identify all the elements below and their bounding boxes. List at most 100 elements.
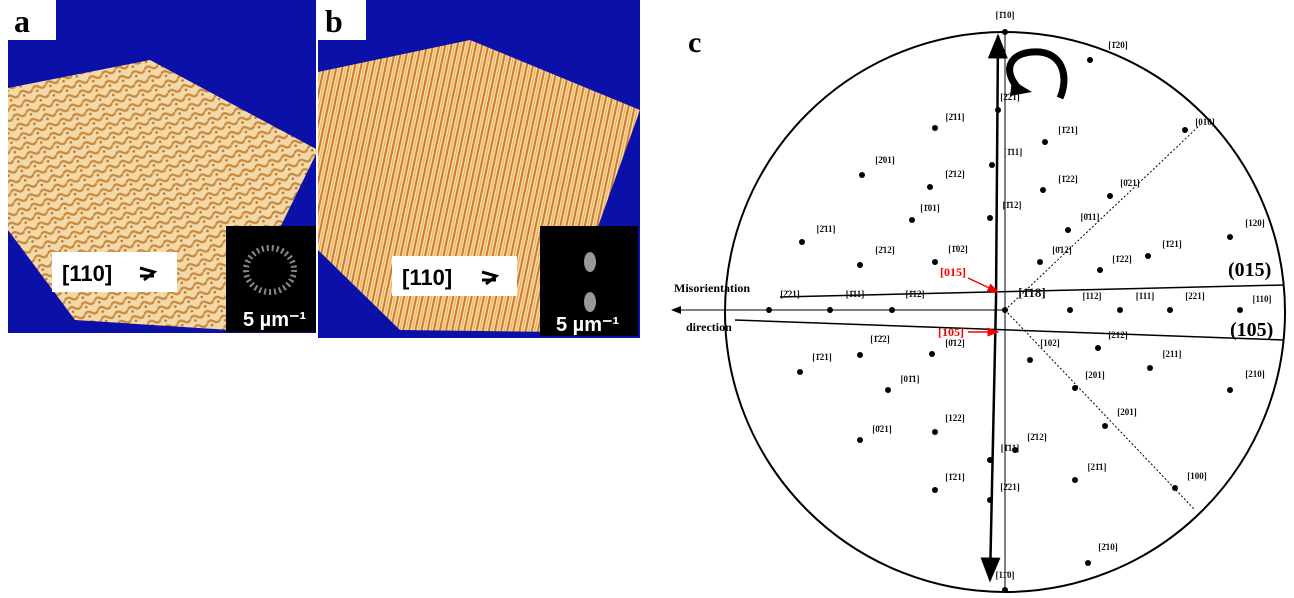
pole-arrow	[967, 277, 1000, 293]
pole-label: [2̄21]	[780, 289, 800, 299]
pole-label: [0̄21]	[1120, 178, 1140, 188]
pole-label: [1̄20]	[1108, 40, 1128, 50]
pole-label: [1̄22]	[1058, 174, 1078, 184]
pole-point	[1002, 587, 1008, 593]
pole-point	[1067, 307, 1073, 313]
pole-point	[1147, 365, 1153, 371]
pole-point	[1167, 307, 1173, 313]
fft-ring	[243, 245, 297, 295]
pole-label: [0̄12]	[945, 338, 965, 348]
label-box	[8, 0, 56, 40]
pole-label: [1̄01]	[920, 203, 940, 213]
pole-point	[1145, 253, 1151, 259]
panel-label: a	[14, 3, 30, 39]
pole-label: [1̄22]	[1112, 254, 1132, 264]
pole-label: [102]	[1040, 338, 1060, 348]
pole-point	[799, 239, 805, 245]
pole-point	[889, 307, 895, 313]
label-box	[318, 0, 366, 40]
pole-point	[932, 259, 938, 265]
dotted-trace	[1004, 309, 1196, 511]
pole-point	[857, 352, 863, 358]
pole-point	[987, 215, 993, 221]
pole-label: [2̄11]	[817, 224, 836, 234]
pole-label: [11̄0]	[996, 570, 1015, 580]
direction-label: [110]	[402, 265, 452, 290]
pole-label: [110]	[1253, 294, 1272, 304]
pole-label: [1̄02]	[948, 244, 968, 254]
pole-label: [201]	[1117, 407, 1137, 417]
pole-point	[857, 437, 863, 443]
pole-point	[885, 387, 891, 393]
pole-label: [105]	[938, 325, 964, 339]
pole-label: [2̄12]	[875, 245, 895, 255]
panel-label: b	[325, 3, 343, 39]
rotation-arrowhead	[1010, 80, 1032, 96]
pole-point	[1042, 139, 1048, 145]
tilted-axis	[980, 299, 1001, 583]
pole-point	[989, 162, 995, 168]
pole-point	[1037, 259, 1043, 265]
pole-label: [0̄12]	[1052, 245, 1072, 255]
direction-label: [110]	[62, 261, 112, 286]
pole-label: [2̄12]	[1027, 432, 1047, 442]
pole-label: [010]	[1195, 117, 1215, 127]
pole-label: [015]	[940, 265, 966, 279]
pole-point	[932, 429, 938, 435]
pole-point	[1072, 385, 1078, 391]
scale-label: 5 µm⁻¹	[243, 309, 307, 331]
pole-label: [111]	[1136, 291, 1155, 301]
pole-point	[1002, 29, 1008, 35]
pole-point	[1087, 57, 1093, 63]
pole-label: [2̄21]	[1000, 482, 1020, 492]
pole-label: [1̄12]	[1003, 200, 1022, 210]
pole-label: [112]	[1083, 291, 1102, 301]
dotted-trace	[1004, 124, 1201, 311]
pole-label: [210]	[1245, 369, 1265, 379]
pole-label: [1̄11]	[846, 289, 865, 299]
fft-inset	[226, 226, 316, 332]
pole-label: [01̄1]	[901, 374, 920, 384]
plane-label: (015)	[1228, 259, 1271, 281]
pole-label: [1̄11]	[1001, 443, 1020, 453]
pole-label: [212]	[1108, 330, 1128, 340]
pole-label: [2̄21]	[1000, 92, 1020, 102]
plane-015-trace	[779, 284, 1285, 298]
panel-label: c	[688, 26, 701, 59]
pole-point	[909, 217, 915, 223]
pole-point	[1095, 345, 1101, 351]
pole-label: [1̄21]	[812, 352, 832, 362]
pole-point	[987, 457, 993, 463]
tilted-axis	[987, 33, 1008, 301]
pole-label: [1̄18]	[1018, 285, 1045, 300]
pole-point	[827, 307, 833, 313]
pole-point	[929, 351, 935, 357]
pole-label: [0̄11]	[1081, 212, 1100, 222]
pole-point	[1027, 357, 1033, 363]
pole-point	[1227, 387, 1233, 393]
pole-point	[1172, 485, 1178, 491]
pole-point	[1085, 560, 1091, 566]
pole-point	[1040, 187, 1046, 193]
pole-point	[857, 262, 863, 268]
pole-point	[1012, 447, 1018, 453]
pole-label: [100]	[1187, 471, 1207, 481]
pole-label: [1̄21]	[1162, 239, 1182, 249]
plane-105-trace	[734, 319, 1285, 341]
pole-point	[1182, 127, 1188, 133]
pole-point	[1227, 234, 1233, 240]
pole-label: [221]	[1185, 291, 1205, 301]
pole-label: [0̄21]	[872, 424, 892, 434]
pole-point	[1107, 193, 1113, 199]
fft-spot	[584, 292, 596, 312]
pole-label: [1̄11]	[1004, 147, 1023, 157]
fft-spot	[584, 252, 596, 272]
arrow-icon	[481, 270, 500, 286]
pole-label: [211]	[1163, 349, 1182, 359]
pole-label: [120]	[1245, 218, 1265, 228]
pole-point	[1102, 423, 1108, 429]
direction-label: direction	[686, 320, 732, 334]
pole-label: [21̄1]	[1088, 462, 1107, 472]
pole-point	[932, 487, 938, 493]
